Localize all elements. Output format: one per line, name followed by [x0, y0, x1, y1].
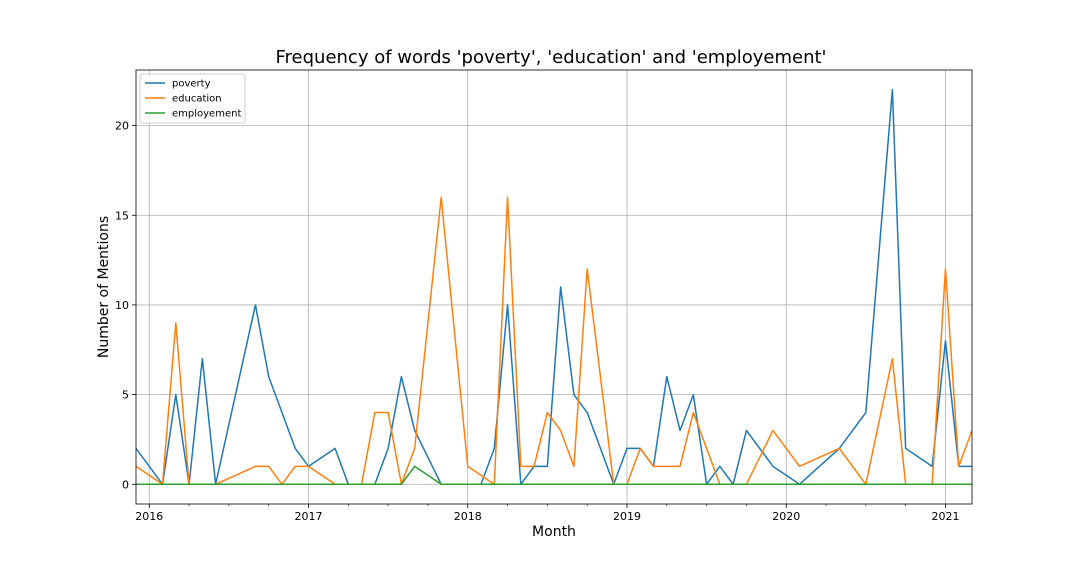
y-tick-label: 15: [115, 209, 129, 222]
legend-box: [139, 73, 246, 124]
x-tick-label: 2017: [295, 510, 323, 523]
y-tick-label: 0: [122, 478, 129, 491]
series-line-education: [136, 196, 972, 486]
y-axis-label: Number of Mentions: [96, 216, 112, 358]
x-axis-ticks: 2016 2017 2018 2019 2020 2021: [135, 504, 959, 523]
legend-label: employement: [172, 109, 241, 120]
series-line-poverty: [136, 88, 972, 486]
series-line-employement: [136, 465, 972, 486]
x-tick-label: 2018: [454, 510, 482, 523]
y-axis-ticks: 0 5 10 15 20: [115, 120, 136, 491]
y-tick-label: 10: [115, 299, 129, 312]
x-axis-label: Month: [532, 524, 576, 540]
chart-title: Frequency of words 'poverty', 'education…: [275, 47, 826, 68]
y-tick-label: 5: [122, 389, 129, 402]
legend-label: education: [172, 94, 222, 105]
y-tick-label: 20: [115, 120, 129, 133]
series-lines: [136, 88, 972, 486]
x-tick-label: 2019: [613, 510, 641, 523]
plot-frame: [135, 69, 973, 505]
legend-label: poverty: [172, 79, 211, 90]
x-tick-label: 2016: [135, 510, 163, 523]
x-tick-label: 2021: [931, 510, 959, 523]
legend: poverty education employement: [139, 73, 246, 124]
x-tick-label: 2020: [772, 510, 800, 523]
